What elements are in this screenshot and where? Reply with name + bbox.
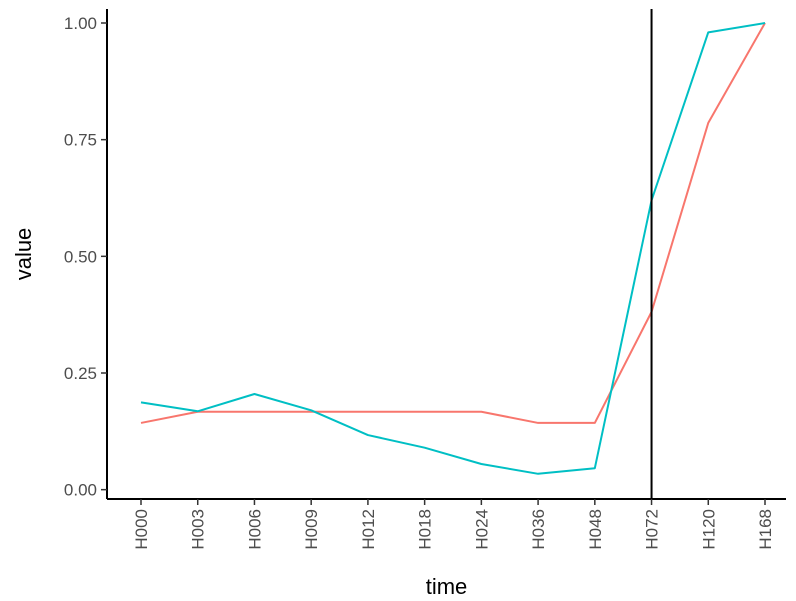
- x-tick-label-H120: H120: [699, 509, 718, 550]
- x-tick-label-H000: H000: [132, 509, 151, 550]
- series-2-line: [140, 22, 766, 475]
- x-tick-label-H072: H072: [643, 509, 662, 550]
- series-1-line: [140, 22, 766, 424]
- y-tick-label-0.00: 0.00: [64, 481, 97, 500]
- y-tick-label-1.00: 1.00: [64, 14, 97, 33]
- x-tick-label-H048: H048: [586, 509, 605, 550]
- x-tick-label-H036: H036: [529, 509, 548, 550]
- y-tick-label-0.75: 0.75: [64, 131, 97, 150]
- x-tick-label-H012: H012: [359, 509, 378, 550]
- y-ticks: 0.00 0.25 0.50 0.75 1.00: [64, 14, 107, 500]
- y-tick-label-0.25: 0.25: [64, 364, 97, 383]
- x-axis-title: time: [426, 574, 468, 599]
- x-tick-label-H009: H009: [302, 509, 321, 550]
- x-tick-label-H003: H003: [189, 509, 208, 550]
- x-tick-label-H018: H018: [416, 509, 435, 550]
- x-tick-label-H168: H168: [756, 509, 775, 550]
- y-tick-label-0.50: 0.50: [64, 247, 97, 266]
- series-layer: [140, 22, 766, 475]
- y-axis-title: value: [11, 228, 36, 281]
- x-ticks: H000 H003 H006 H009 H012 H018 H024 H036 H048 H072…: [132, 499, 775, 550]
- x-tick-label-H006: H006: [245, 509, 264, 550]
- axes-layer: [106, 9, 786, 500]
- x-tick-label-H024: H024: [472, 509, 491, 550]
